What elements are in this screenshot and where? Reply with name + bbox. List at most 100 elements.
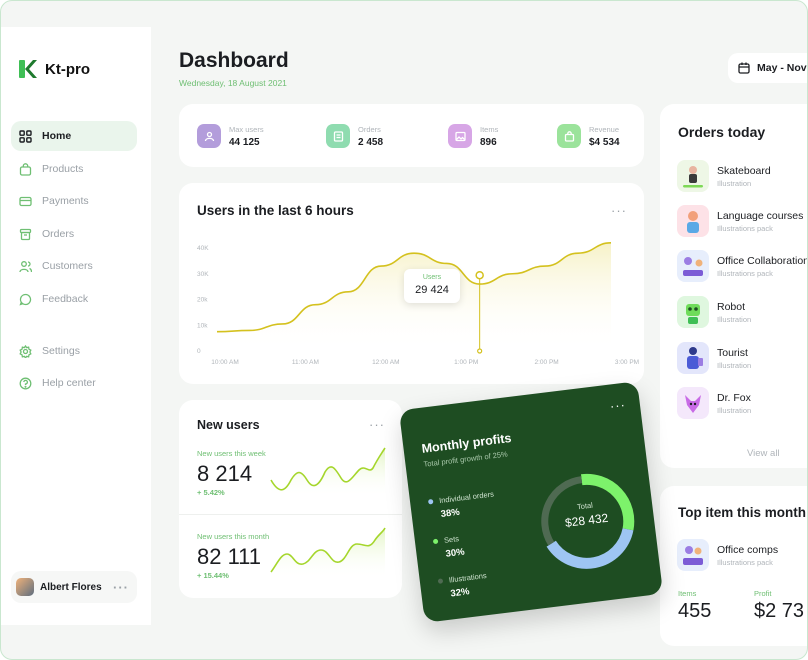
dr-fox-thumbnail <box>677 387 709 419</box>
date-range-button[interactable]: May - Nov 2 <box>728 53 807 83</box>
more-icon[interactable]: ··· <box>608 396 627 414</box>
month-value: 82 111 <box>197 544 262 569</box>
sidebar-item-feedback[interactable]: Feedback <box>11 284 137 314</box>
card-title: Users in the last 6 hours <box>197 203 354 218</box>
sidebar-item-label: Orders <box>42 228 75 240</box>
brand-name: Kt-pro <box>45 60 90 78</box>
order-item[interactable]: Robot Illustration <box>677 296 751 328</box>
y-tick-label: 30K <box>197 271 209 278</box>
stats-card: Max users 44 125 Orders 2 458 Items 896 <box>179 104 644 167</box>
user-icon <box>197 124 221 148</box>
sidebar-item-orders[interactable]: Orders <box>11 219 137 249</box>
brand-logo[interactable]: Kt-pro <box>19 60 90 78</box>
order-item[interactable]: Language courses Illustrations pack <box>677 205 803 237</box>
legend-dot <box>437 578 444 584</box>
page-title: Dashboard <box>179 49 289 72</box>
sidebar-item-products[interactable]: Products <box>11 154 137 184</box>
month-sparkline <box>270 527 386 579</box>
more-icon[interactable]: ··· <box>369 417 385 432</box>
sidebar-item-home[interactable]: Home <box>11 121 137 151</box>
tooltip-label: Users <box>422 274 442 281</box>
legend-dot <box>432 538 439 545</box>
order-item[interactable]: Dr. Fox Illustration <box>677 387 751 419</box>
sidebar-item-label: Help center <box>42 377 96 389</box>
chat-icon <box>19 293 32 306</box>
top-item[interactable]: Office comps Illustrations pack <box>677 539 778 571</box>
robot-thumbnail <box>677 296 709 328</box>
order-item[interactable]: Skateboard Illustration <box>677 160 771 192</box>
y-tick-label: 40K <box>197 245 209 252</box>
stat-value: 2 458 <box>358 136 384 148</box>
top-item-name: Office comps <box>717 543 779 556</box>
legend-value: 38% <box>440 506 461 521</box>
sidebar-item-label: Customers <box>42 260 93 272</box>
grid-icon <box>19 129 32 143</box>
tourist-thumbnail <box>677 342 709 374</box>
month-growth: + 15.44% <box>197 571 229 580</box>
gear-icon <box>19 344 32 358</box>
stat-orders[interactable]: Orders 2 458 <box>326 124 383 148</box>
office-collaboration-thumbnail <box>677 250 709 282</box>
sidebar-item-label: Feedback <box>42 293 89 305</box>
view-all-link[interactable]: View all <box>747 448 780 459</box>
sidebar-item-settings[interactable]: Settings <box>11 336 137 366</box>
week-value: 8 214 <box>197 461 253 486</box>
y-tick-label: 10k <box>197 322 208 329</box>
users-chart-card: Users in the last 6 hours ··· 40K 30K 20k 1… <box>179 183 644 384</box>
date-range-label: May - Nov 2 <box>757 62 807 74</box>
skateboard-thumbnail <box>677 160 709 192</box>
sidebar: Kt-pro Home Products Payments Orders Cus… <box>1 27 151 625</box>
user-menu-icon[interactable]: ··· <box>113 579 129 595</box>
stat-max-users[interactable]: Max users 44 125 <box>197 124 264 148</box>
stat-value: 44 125 <box>229 136 260 148</box>
sidebar-item-help-center[interactable]: Help center <box>11 368 137 398</box>
stat-label: Orders <box>358 124 381 134</box>
order-type: Illustration <box>717 314 752 324</box>
sidebar-item-label: Home <box>42 130 72 142</box>
legend-illustrations: Illustrations 32% <box>437 571 488 601</box>
users-icon <box>19 260 32 272</box>
legend-value: 32% <box>449 586 471 600</box>
more-icon[interactable]: ··· <box>611 203 627 218</box>
profit-value: $2 73 <box>754 600 805 622</box>
language-courses-thumbnail <box>677 205 709 237</box>
tooltip-value: 29 424 <box>415 284 449 296</box>
stat-label: Max users <box>229 124 264 134</box>
x-tick-label: 3:00 PM <box>615 359 639 366</box>
sidebar-item-customers[interactable]: Customers <box>11 251 137 281</box>
new-users-card: New users ··· New users this week 8 214 … <box>179 400 402 598</box>
x-tick-label: 11:00 AM <box>292 359 319 366</box>
legend-individual-orders: Individual orders 38% <box>427 490 496 522</box>
stat-revenue[interactable]: Revenue $4 534 <box>557 124 620 148</box>
orders-icon <box>326 124 350 148</box>
box-icon <box>19 228 32 240</box>
page-date: Wednesday, 18 August 2021 <box>179 78 287 88</box>
stat-label: Revenue <box>589 124 620 134</box>
stat-items[interactable]: Items 896 <box>448 124 498 148</box>
order-type: Illustration <box>717 178 752 188</box>
users-series-line <box>216 242 612 333</box>
order-name: Office Collaboration <box>717 254 808 267</box>
calendar-icon <box>738 62 750 74</box>
stat-label: Items <box>480 124 499 134</box>
user-name: Albert Flores <box>40 581 102 593</box>
sidebar-item-payments[interactable]: Payments <box>11 186 137 216</box>
order-type: Illustrations pack <box>717 268 773 278</box>
card-title: Top item this month <box>678 505 806 520</box>
help-icon <box>19 377 32 389</box>
highlight-point <box>475 270 484 280</box>
order-name: Dr. Fox <box>717 391 751 404</box>
donut-slice-individual-orders <box>546 528 634 569</box>
legend-sets: Sets 30% <box>432 534 466 561</box>
legend-value: 30% <box>445 546 466 560</box>
order-name: Tourist <box>717 346 748 359</box>
stat-value: 896 <box>480 136 497 148</box>
user-profile[interactable]: Albert Flores ··· <box>11 571 137 603</box>
card-title: New users <box>197 418 260 432</box>
legend-label: Sets <box>443 534 460 545</box>
order-item[interactable]: Tourist Illustration <box>677 342 751 374</box>
top-item-type: Illustrations pack <box>717 557 773 567</box>
y-tick-label: 20k <box>197 297 208 304</box>
order-item[interactable]: Office Collaboration Illustrations pack <box>677 250 808 282</box>
